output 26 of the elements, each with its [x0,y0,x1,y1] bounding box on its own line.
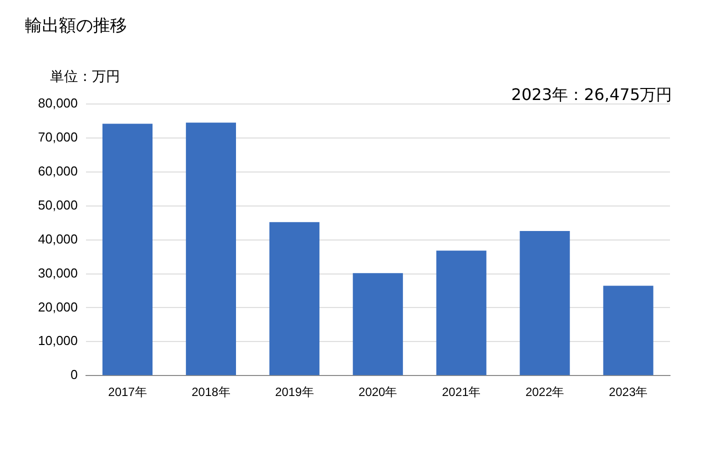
x-tick-label: 2023年 [608,385,648,400]
y-tick-label: 50,000 [38,197,78,212]
bar [603,286,654,376]
bar [436,250,486,376]
x-tick-label: 2018年 [192,385,230,400]
x-tick-label: 2020年 [358,385,398,400]
chart-title: 輸出額の推移 [25,15,127,37]
x-tick-label: 2021年 [442,385,481,400]
y-tick-label: 0 [70,367,78,382]
bar [352,273,403,376]
bar [186,122,236,376]
bar [269,222,320,376]
text: 2023年：26,475万円 [511,85,672,106]
bar [102,124,153,376]
x-tick-label: 2022年 [525,385,564,400]
bar [520,230,570,376]
y-tick-label: 60,000 [38,163,78,178]
y-tick-label: 80,000 [38,96,78,111]
y-tick-label: 70,000 [38,130,78,145]
x-tick-label: 2019年 [275,385,314,400]
y-axis-title: 単位：万円 [50,68,120,86]
y-tick-label: 40,000 [38,231,78,246]
y-tick-label: 10,000 [38,333,78,348]
x-tick-label: 2017年 [108,385,147,400]
y-tick-label: 20,000 [38,299,78,314]
y-tick-label: 30,000 [38,265,78,280]
